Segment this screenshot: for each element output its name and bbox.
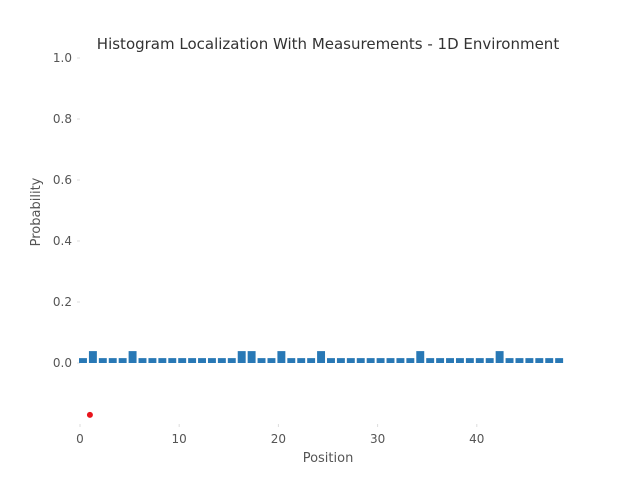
probability-bar bbox=[317, 351, 326, 363]
probability-bar bbox=[227, 358, 236, 363]
probability-bar bbox=[386, 358, 395, 363]
probability-bar bbox=[237, 351, 246, 363]
y-axis: 0.0 0.2 0.4 0.6 0.8 1.0 bbox=[53, 51, 80, 370]
probability-bar bbox=[545, 358, 554, 363]
probability-bar bbox=[247, 351, 256, 363]
probability-bar bbox=[426, 358, 435, 363]
y-tick-label: 1.0 bbox=[53, 51, 72, 65]
probability-bar bbox=[108, 358, 117, 363]
probability-bar bbox=[455, 358, 464, 363]
probability-bar bbox=[495, 351, 504, 363]
probability-bar bbox=[148, 358, 157, 363]
y-tick-label: 0.8 bbox=[53, 112, 72, 126]
y-tick-label: 0.6 bbox=[53, 173, 72, 187]
probability-bar bbox=[436, 358, 445, 363]
probability-bar bbox=[327, 358, 335, 363]
probability-bar bbox=[168, 358, 177, 363]
probability-bar bbox=[406, 358, 415, 363]
y-tick-label: 0.0 bbox=[53, 356, 72, 370]
probability-bar bbox=[307, 358, 316, 363]
x-tick-label: 30 bbox=[370, 432, 385, 446]
probability-bar bbox=[257, 358, 266, 363]
probability-bar bbox=[277, 351, 286, 363]
y-tick-label: 0.4 bbox=[53, 234, 72, 248]
x-axis: 0 10 20 30 40 bbox=[76, 424, 484, 446]
probability-bar bbox=[555, 358, 564, 363]
probability-bar bbox=[525, 358, 534, 363]
x-tick-label: 20 bbox=[271, 432, 286, 446]
probability-bar bbox=[336, 358, 345, 363]
probability-bar bbox=[188, 358, 197, 363]
x-tick-label: 40 bbox=[469, 432, 484, 446]
probability-bar bbox=[356, 358, 365, 363]
probability-bar bbox=[138, 358, 147, 363]
probability-bar bbox=[79, 358, 87, 363]
probability-bar bbox=[198, 358, 206, 363]
probability-bar bbox=[416, 351, 425, 363]
probability-bar bbox=[178, 358, 187, 363]
probability-bar bbox=[465, 358, 474, 363]
probability-bar bbox=[118, 358, 127, 363]
probability-bar bbox=[485, 358, 494, 363]
x-tick-label: 10 bbox=[172, 432, 187, 446]
probability-bar bbox=[376, 358, 385, 363]
x-tick-label: 0 bbox=[76, 432, 84, 446]
probability-bar bbox=[475, 358, 484, 363]
y-tick-label: 0.2 bbox=[53, 295, 72, 309]
probability-bar bbox=[446, 358, 454, 363]
robot-position-marker bbox=[86, 411, 93, 418]
probability-bars bbox=[79, 351, 564, 363]
probability-bar bbox=[297, 358, 306, 363]
x-axis-label: Position bbox=[303, 451, 354, 466]
probability-bar bbox=[535, 358, 544, 363]
probability-bar bbox=[98, 358, 107, 363]
probability-bar bbox=[217, 358, 226, 363]
probability-bar bbox=[267, 358, 276, 363]
chart-title: Histogram Localization With Measurements… bbox=[97, 35, 560, 53]
y-axis-label: Probability bbox=[29, 177, 44, 246]
probability-bar bbox=[366, 358, 375, 363]
probability-bar bbox=[505, 358, 514, 363]
probability-bar bbox=[158, 358, 167, 363]
probability-bar bbox=[128, 351, 137, 363]
probability-bar bbox=[396, 358, 405, 363]
probability-bar bbox=[207, 358, 216, 363]
probability-bar bbox=[515, 358, 524, 363]
probability-bar bbox=[346, 358, 355, 363]
probability-bar bbox=[88, 351, 97, 363]
robot-markers bbox=[86, 411, 93, 418]
probability-bar bbox=[287, 358, 296, 363]
